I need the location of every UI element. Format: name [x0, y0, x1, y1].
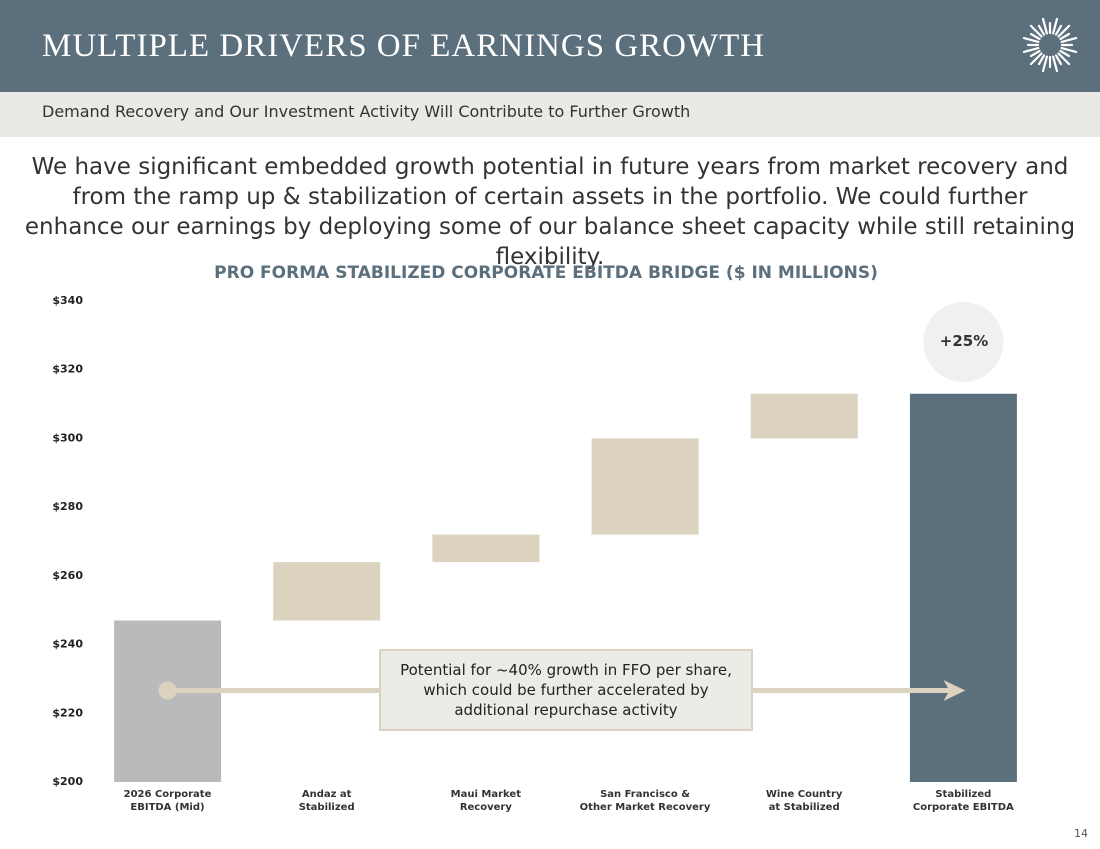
logo-ray — [1052, 55, 1059, 73]
logo-ray — [1054, 24, 1063, 36]
x-tick-label: 2026 Corporate EBITDA (Mid) — [123, 789, 212, 813]
logo-ray — [1029, 24, 1043, 38]
logo-ray — [1029, 49, 1041, 58]
y-tick-label: $220 — [52, 706, 83, 719]
logo-ray — [1041, 55, 1048, 73]
growth-bubble — [923, 302, 1004, 382]
slide-title: MULTIPLE DRIVERS OF EARNINGS GROWTH — [42, 28, 766, 64]
bar — [273, 562, 381, 621]
logo-ray — [1054, 54, 1063, 66]
header-band — [0, 0, 1100, 92]
growth-label: +25% — [939, 332, 989, 350]
bar — [432, 534, 540, 563]
logo-ray — [1022, 47, 1040, 54]
logo-ray — [1037, 54, 1046, 66]
callout-box — [379, 649, 753, 731]
subtitle-band — [0, 92, 1100, 137]
logo-ray — [1022, 36, 1040, 43]
y-tick-label: $240 — [52, 638, 83, 651]
y-tick-label: $320 — [52, 363, 83, 376]
page-number: 14 — [1074, 827, 1088, 840]
y-tick-label: $260 — [52, 569, 83, 582]
logo-ray — [1059, 49, 1071, 58]
logo-ray — [1052, 17, 1059, 35]
logo-ray — [1041, 17, 1048, 35]
logo-ray — [1037, 24, 1046, 36]
subtitle: Demand Recovery and Our Investment Activ… — [42, 102, 691, 121]
chart-title: PRO FORMA STABILIZED CORPORATE EBITDA BR… — [214, 263, 878, 283]
x-tick-label: Maui Market Recovery — [450, 789, 521, 813]
bar — [750, 393, 858, 439]
body-text: We have significant embedded growth pote… — [24, 154, 1076, 270]
arrow-head — [943, 680, 966, 701]
logo-ray — [1057, 24, 1071, 38]
y-tick-label: $340 — [52, 294, 83, 307]
logo — [1022, 17, 1078, 73]
logo-ray — [1029, 52, 1043, 66]
x-tick-label: Stabilized Corporate EBITDA — [912, 789, 1014, 813]
bar — [909, 393, 1017, 782]
bar — [591, 438, 699, 535]
x-tick-label: Wine Country at Stabilized — [765, 789, 843, 813]
logo-ray — [1029, 32, 1041, 41]
y-tick-label: $280 — [52, 500, 83, 513]
logo-ray — [1060, 36, 1078, 43]
x-tick-label: San Francisco & Other Market Recovery — [579, 789, 711, 813]
arrow-tail — [158, 681, 177, 700]
logo-ray — [1057, 52, 1071, 66]
logo-ray — [1060, 47, 1078, 54]
y-tick-label: $200 — [52, 775, 83, 788]
logo-ray — [1059, 32, 1071, 41]
callout-text: Potential for ~40% growth in FFO per sha… — [400, 661, 732, 719]
x-tick-label: Andaz at Stabilized — [298, 789, 355, 813]
y-tick-label: $300 — [52, 431, 83, 444]
bar — [114, 620, 222, 782]
